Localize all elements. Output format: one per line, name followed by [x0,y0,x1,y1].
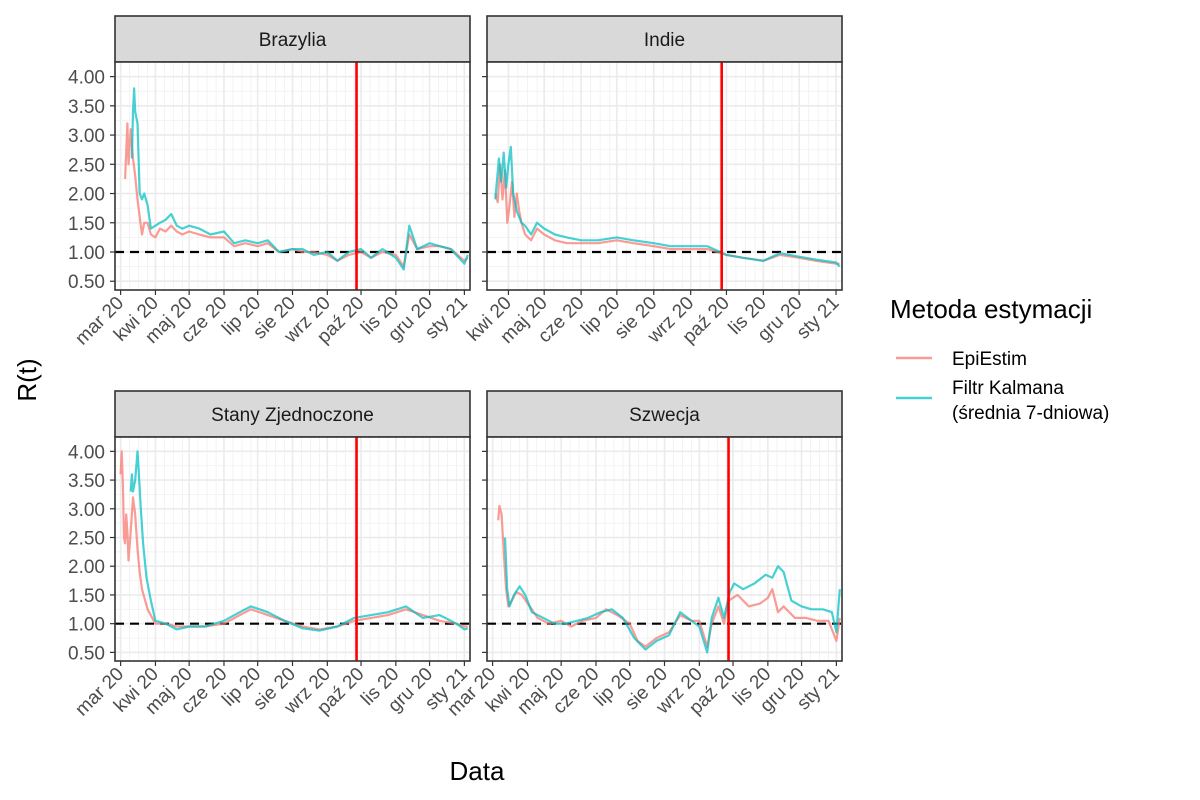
series-line-kalman [503,537,841,654]
facet-title: Stany Zjednoczone [211,405,374,426]
y-tick-label: 3.00 [68,126,105,147]
y-tick-label: 1.00 [68,615,105,636]
legend-items: EpiEstim Filtr Kalmana (średnia 7-dniowa) [896,349,1109,424]
y-tick-label: 4.00 [68,68,105,89]
x-axis-title: Data [450,756,505,786]
y-tick-label: 3.50 [68,471,105,492]
y-tick-label: 3.50 [68,97,105,118]
x-tick-label: sty 21 [793,293,844,344]
y-tick-label: 2.50 [68,529,105,550]
y-tick-label: 2.00 [68,557,105,578]
facet-panels: Brazylia 0.50 1.00 1.50 2.00 2.50 3.00 3.50 4.00… [68,15,844,720]
facet-strip [486,15,843,63]
series-line-kalman [130,87,469,271]
panel-border [486,61,843,291]
y-tick-label: 1.50 [68,214,105,235]
y-tick-label: 3.00 [68,500,105,521]
y-tick-label: 2.50 [68,155,105,176]
facet-strip [486,390,843,438]
legend-label: (średnia 7-dniowa) [952,403,1109,424]
legend-title: Metoda estymacji [890,294,1092,324]
legend-label: EpiEstim [952,349,1027,370]
y-tick-label: 1.50 [68,586,105,607]
y-tick-label: 0.50 [68,272,105,293]
facet-title: Szwecja [629,405,700,426]
facet-brazylia: Brazylia 0.50 1.00 1.50 2.00 2.50 3.00 3.50 4.00… [68,15,472,349]
gridlines [115,437,470,661]
y-tick-label: 4.00 [68,442,105,463]
legend-label: Filtr Kalmana [952,378,1064,399]
series-line-kalman [129,450,469,632]
series-line-kalman [494,145,841,268]
series-line-epiestim [497,504,841,648]
y-tick-label: 0.50 [68,643,105,664]
facet-title: Indie [644,30,685,51]
y-axis-title: R(t) [12,358,42,401]
legend-item: Filtr Kalmana (średnia 7-dniowa) [896,378,1109,424]
facet-strip [114,15,471,63]
legend: Metoda estymacji EpiEstim Filtr Kalmana (ś… [890,294,1109,424]
y-tick-label: 2.00 [68,185,105,206]
series-line-epiestim [124,122,469,268]
facet-stany-zjednoczone: Stany Zjednoczone 0.50 1.00 1.50 2.00 2.50 3.0… [68,390,472,720]
facet-title: Brazylia [259,30,327,51]
legend-item: EpiEstim [896,349,1027,370]
y-tick-label: 1.00 [68,243,105,264]
